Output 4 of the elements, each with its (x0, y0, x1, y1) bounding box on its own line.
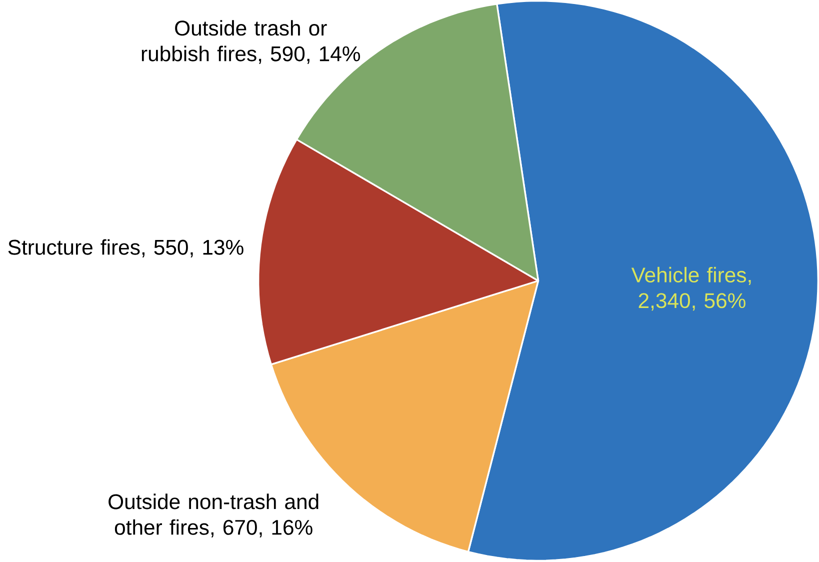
slice-label: Vehicle fires, 2,340, 56% (631, 267, 751, 311)
slice-label: Structure fires, 550, 13% (8, 240, 244, 258)
slice-label: Outside trash or rubbish fires, 590, 14% (142, 20, 360, 64)
slice-label: Outside non-trash and other fires, 670, 16% (108, 494, 318, 538)
